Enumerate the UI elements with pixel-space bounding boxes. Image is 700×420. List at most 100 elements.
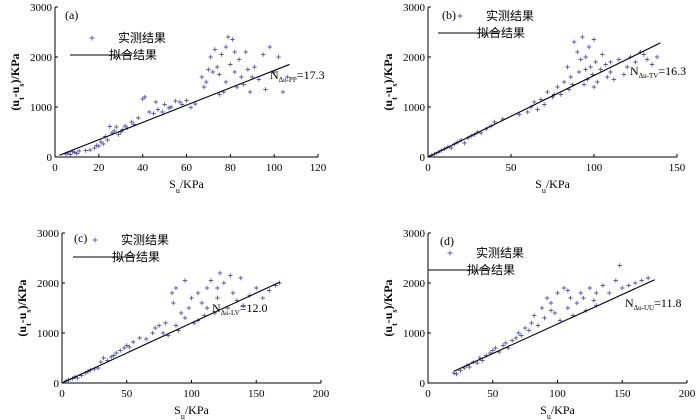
legend-marker-points (447, 250, 453, 256)
data-point (239, 74, 244, 80)
panel-label: (d) (440, 234, 454, 248)
data-point (535, 323, 541, 328)
data-point (204, 305, 210, 311)
x-tick-label: 40 (137, 162, 149, 174)
data-point (595, 79, 600, 85)
data-point (454, 371, 459, 377)
data-point (204, 79, 209, 85)
data-point (153, 99, 159, 105)
data-point (565, 64, 570, 70)
data-point (532, 99, 537, 105)
data-point (111, 353, 116, 358)
data-point (228, 62, 233, 67)
data-point (509, 338, 515, 343)
legend-label-points: 实测结果 (121, 232, 169, 247)
data-point (544, 295, 550, 301)
data-point (107, 124, 112, 129)
fit-annotation-sub: Δu-TV (639, 72, 659, 80)
data-point (480, 358, 485, 363)
data-point (531, 313, 537, 318)
data-point (160, 330, 166, 336)
x-tick-label: 200 (313, 388, 330, 400)
data-point (147, 109, 152, 115)
data-point (490, 348, 495, 353)
data-point (204, 285, 210, 291)
data-point (568, 295, 573, 301)
data-point (151, 111, 156, 116)
data-point (182, 278, 188, 283)
data-point (542, 315, 547, 321)
x-tick-label: 0 (52, 162, 58, 174)
legend-label-line: 拟合结果 (109, 47, 157, 62)
fit-annotation-value: =12.0 (240, 301, 268, 315)
fit-line (453, 279, 655, 372)
data-point (654, 54, 660, 60)
data-point (193, 101, 198, 107)
data-point (513, 335, 519, 341)
data-point (221, 280, 227, 286)
data-point (217, 270, 223, 276)
data-point (225, 34, 231, 40)
y-axis-label: (ut-us)/KPa (381, 279, 399, 336)
data-point (565, 305, 571, 311)
data-point (143, 336, 149, 342)
data-point (173, 323, 179, 328)
chart-panel-4: 0 50 100 150 2000100020003000Su/KPa(ut-us)/K… (381, 228, 696, 420)
y-tick-label: 1000 (37, 328, 60, 340)
data-point (68, 152, 73, 157)
data-point (131, 339, 136, 345)
data-point (545, 89, 550, 95)
fit-line (427, 42, 661, 158)
data-point (186, 305, 192, 311)
data-point (561, 285, 567, 291)
panel-label: (a) (65, 8, 78, 22)
data-point (101, 141, 106, 147)
legend-label-points: 实测结果 (476, 245, 524, 260)
legend-label-line: 拟合结果 (467, 262, 515, 277)
fit-annotation-value: =16.3 (658, 64, 686, 78)
data-point (519, 333, 524, 338)
data-point (210, 69, 215, 75)
data-point (217, 92, 222, 97)
data-point (561, 79, 567, 85)
data-point (215, 285, 220, 291)
x-tick-label: 200 (679, 388, 696, 400)
data-point (217, 72, 222, 77)
data-point (493, 345, 498, 351)
data-point (127, 344, 132, 350)
y-tick-label: 1000 (30, 102, 53, 114)
data-point (199, 300, 205, 306)
data-point (583, 67, 588, 72)
data-point (250, 74, 255, 80)
data-point (608, 69, 613, 75)
data-point (539, 305, 545, 311)
panel-label: (b) (442, 8, 456, 22)
x-tick-label: 50 (487, 388, 499, 400)
x-tick-label: 0 (59, 388, 65, 400)
data-point (276, 54, 281, 60)
data-point (574, 300, 580, 306)
data-point (603, 62, 608, 67)
x-tick-label: 80 (225, 162, 237, 174)
data-point (260, 295, 265, 301)
fit-annotation: NΔu-PP=17.3 (270, 68, 325, 84)
y-tick-label: 3000 (403, 2, 426, 14)
data-point (285, 74, 290, 80)
y-tick-label: 2000 (37, 278, 60, 290)
data-point (613, 278, 618, 283)
x-tick-label: 150 (614, 388, 631, 400)
y-axis-label: (ut-us)/KPa (381, 53, 399, 110)
data-point (214, 64, 220, 70)
legend-label-line: 拟合结果 (477, 25, 525, 40)
data-point (578, 57, 583, 62)
data-point (594, 290, 599, 296)
data-point (535, 107, 540, 112)
data-point (230, 290, 236, 296)
chart-panel-1: 0 20 40 60 80 100 120 0 1000 2000 3000 Su/KPa (ut-us… (8, 2, 327, 195)
data-point (160, 109, 165, 115)
data-point (558, 92, 563, 97)
x-tick-label: 0 (425, 162, 431, 174)
data-point (232, 69, 237, 75)
fit-line (61, 281, 280, 384)
data-point (571, 39, 577, 45)
